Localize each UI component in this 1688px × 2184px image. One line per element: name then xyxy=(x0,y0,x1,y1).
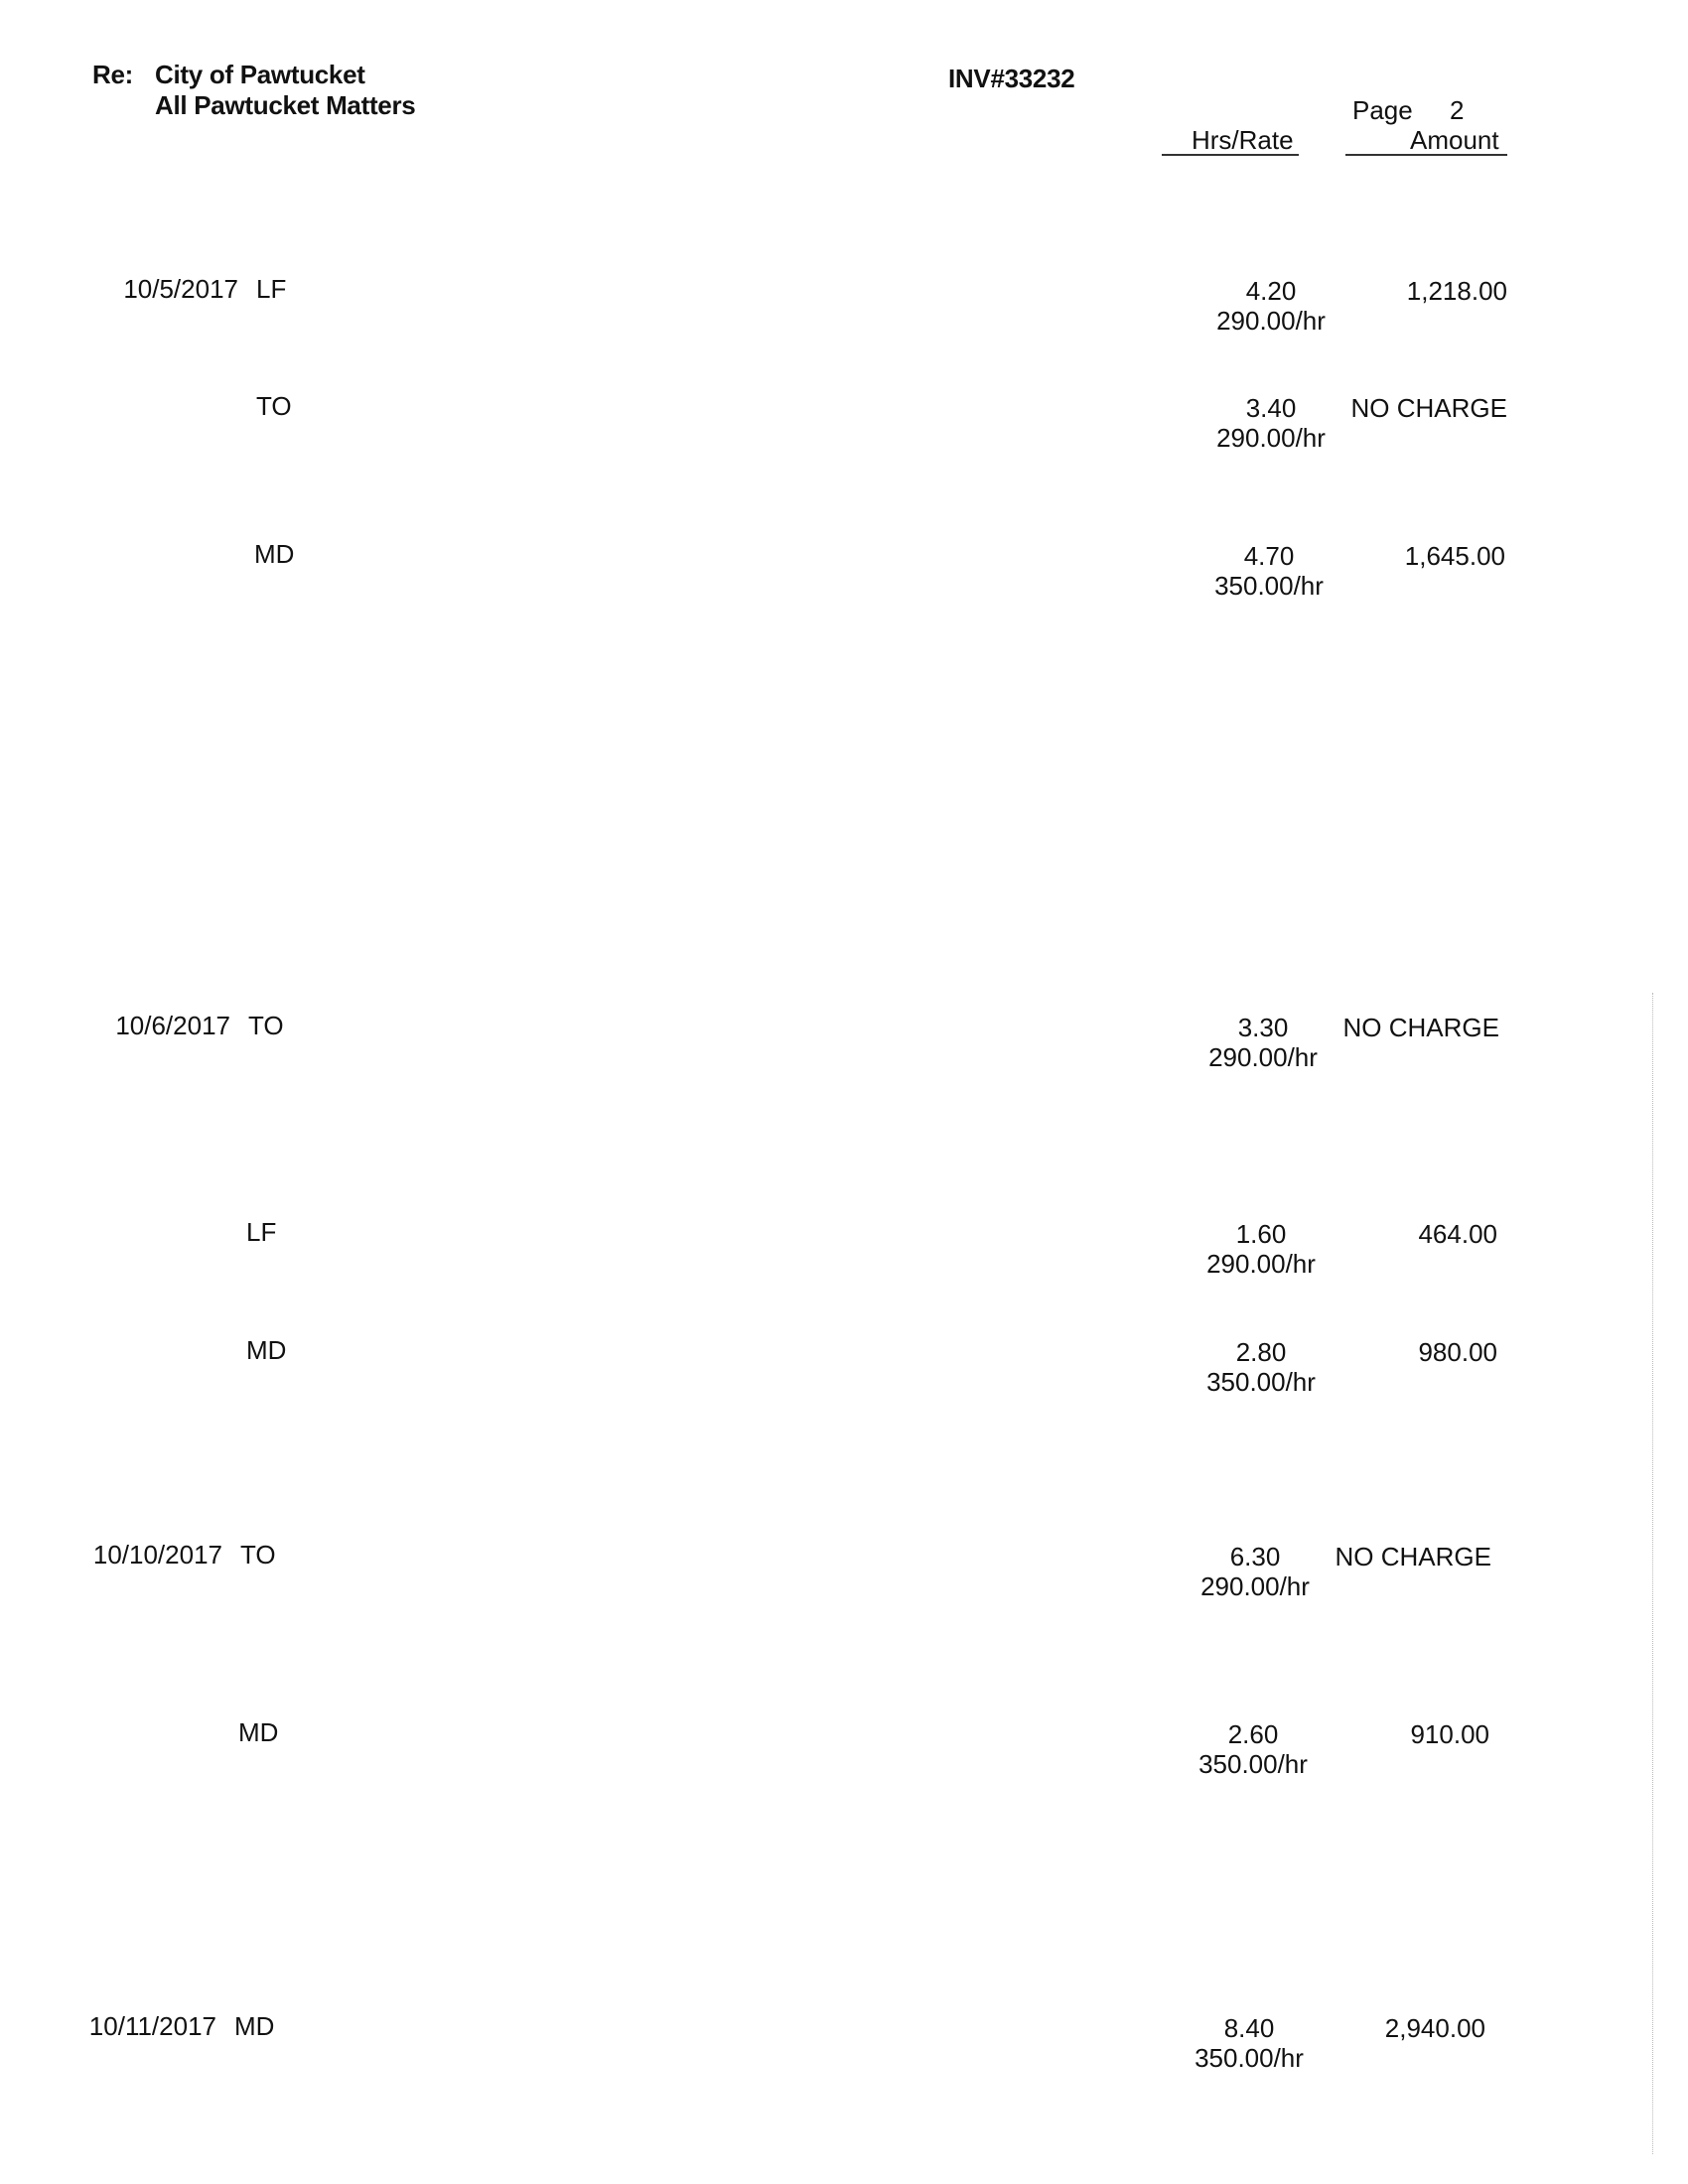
entry-hours: 4.70 xyxy=(1243,541,1295,571)
time-entry-row: 10/11/2017 MD 8.40 350.00/hr 2,940.00 xyxy=(0,2011,1666,2081)
entry-amount: NO CHARGE xyxy=(1335,1542,1491,1571)
entry-amount: 464.00 xyxy=(1418,1219,1497,1249)
entry-hours: 2.80 xyxy=(1235,1337,1287,1367)
amount-underline xyxy=(1345,154,1507,156)
entry-rate: 350.00/hr xyxy=(1214,571,1324,601)
entry-date: 10/5/2017 xyxy=(123,274,238,304)
invoice-number: INV#33232 xyxy=(948,64,1075,93)
time-entry-row: MD 2.60 350.00/hr 910.00 xyxy=(0,1717,1670,1787)
entry-amount: NO CHARGE xyxy=(1342,1013,1499,1042)
entry-hours: 6.30 xyxy=(1229,1542,1281,1571)
matter-name: All Pawtucket Matters xyxy=(155,90,416,120)
entry-rate: 290.00/hr xyxy=(1208,1042,1318,1072)
entry-amount: NO CHARGE xyxy=(1350,393,1507,423)
entry-hours: 8.40 xyxy=(1223,2013,1275,2043)
entry-amount: 1,645.00 xyxy=(1404,541,1505,571)
re-label: Re: xyxy=(92,60,133,89)
scan-edge-line xyxy=(1652,993,1653,2154)
entry-rate: 350.00/hr xyxy=(1195,2043,1304,2073)
entry-hours: 2.60 xyxy=(1227,1719,1279,1749)
page-label: Page xyxy=(1352,95,1413,125)
entry-date: 10/10/2017 xyxy=(92,1540,222,1570)
timekeeper-code: TO xyxy=(240,1540,276,1570)
column-header-hrs-rate: Hrs/Rate xyxy=(1192,125,1294,155)
hours-rate: 4.20 290.00/hr xyxy=(1192,276,1350,336)
client-name: City of Pawtucket xyxy=(155,60,365,89)
entry-hours: 4.20 xyxy=(1245,276,1297,306)
entry-rate: 290.00/hr xyxy=(1216,423,1326,453)
entry-amount: 2,940.00 xyxy=(1384,2013,1485,2043)
page-number: 2 xyxy=(1450,95,1465,125)
time-entry-row: LF 1.60 290.00/hr 464.00 xyxy=(0,1217,1678,1287)
time-entry-row: 10/6/2017 TO 3.30 290.00/hr NO CHARGE xyxy=(0,1011,1680,1080)
entry-rate: 290.00/hr xyxy=(1206,1249,1316,1279)
hours-rate: 2.60 350.00/hr xyxy=(1174,1719,1333,1779)
entry-hours: 3.40 xyxy=(1245,393,1297,423)
entry-rate: 350.00/hr xyxy=(1206,1367,1316,1397)
hours-rate: 6.30 290.00/hr xyxy=(1176,1542,1335,1601)
entry-rate: 350.00/hr xyxy=(1198,1749,1308,1779)
timekeeper-code: MD xyxy=(238,1717,279,1747)
timekeeper-code: LF xyxy=(256,274,287,304)
hours-rate: 4.70 350.00/hr xyxy=(1190,541,1348,601)
hours-rate: 3.40 290.00/hr xyxy=(1192,393,1350,453)
entry-rate: 290.00/hr xyxy=(1200,1571,1310,1601)
hours-rate: 2.80 350.00/hr xyxy=(1182,1337,1340,1397)
column-header-amount: Amount xyxy=(1410,125,1499,155)
entry-hours: 1.60 xyxy=(1235,1219,1287,1249)
entry-amount: 910.00 xyxy=(1410,1719,1489,1749)
timekeeper-code: MD xyxy=(246,1335,287,1365)
hours-rate: 8.40 350.00/hr xyxy=(1170,2013,1329,2073)
entry-date: 10/6/2017 xyxy=(115,1011,230,1040)
timekeeper-code: MD xyxy=(234,2011,275,2041)
time-entry-row: MD 4.70 350.00/hr 1,645.00 xyxy=(0,539,1686,609)
entry-hours: 3.30 xyxy=(1237,1013,1289,1042)
timekeeper-code: MD xyxy=(254,539,295,569)
timekeeper-code: TO xyxy=(248,1011,284,1040)
time-entry-row: TO 3.40 290.00/hr NO CHARGE xyxy=(0,391,1688,461)
hrs-rate-underline xyxy=(1162,154,1299,156)
hours-rate: 3.30 290.00/hr xyxy=(1184,1013,1342,1072)
time-entry-row: 10/5/2017 LF 4.20 290.00/hr 1,218.00 xyxy=(0,274,1688,343)
entry-amount: 980.00 xyxy=(1418,1337,1497,1367)
hours-rate: 1.60 290.00/hr xyxy=(1182,1219,1340,1279)
time-entry-row: 10/10/2017 TO 6.30 290.00/hr NO CHARGE xyxy=(0,1540,1672,1609)
entry-rate: 290.00/hr xyxy=(1216,306,1326,336)
time-entry-row: MD 2.80 350.00/hr 980.00 xyxy=(0,1335,1678,1405)
timekeeper-code: TO xyxy=(256,391,292,421)
entry-amount: 1,218.00 xyxy=(1406,276,1507,306)
timekeeper-code: LF xyxy=(246,1217,277,1247)
entry-date: 10/11/2017 xyxy=(88,2011,216,2041)
